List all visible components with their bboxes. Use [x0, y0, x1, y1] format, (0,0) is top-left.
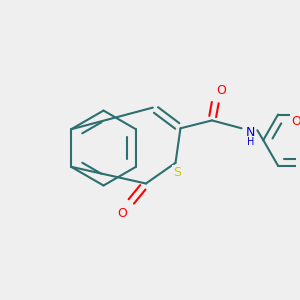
Text: H: H	[247, 137, 254, 147]
Text: O: O	[117, 207, 127, 220]
Text: O: O	[216, 84, 226, 97]
Text: N: N	[246, 126, 255, 139]
Text: O: O	[291, 115, 300, 128]
Text: S: S	[173, 166, 181, 179]
